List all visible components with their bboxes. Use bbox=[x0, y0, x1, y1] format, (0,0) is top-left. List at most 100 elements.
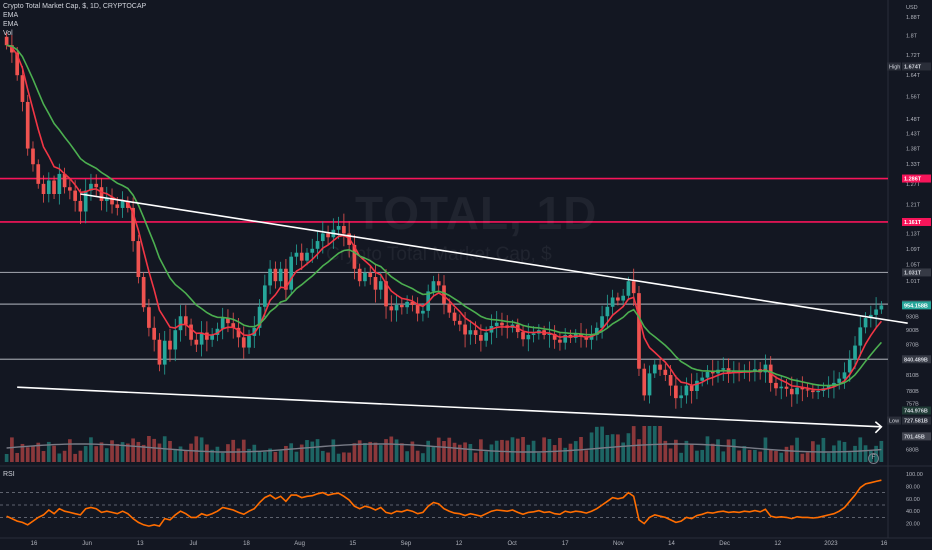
volume-bar bbox=[152, 438, 157, 462]
volume-bar bbox=[573, 441, 578, 462]
rsi-tick-label: 20.00 bbox=[906, 522, 920, 528]
price-marker-value: 701.45B bbox=[904, 434, 925, 440]
volume-bar bbox=[62, 450, 67, 462]
candle-body bbox=[594, 327, 599, 335]
volume-bar bbox=[4, 454, 9, 462]
candle-body bbox=[500, 322, 504, 326]
candle-body bbox=[415, 304, 420, 314]
candle-body bbox=[94, 183, 99, 188]
candle-body bbox=[547, 333, 552, 335]
candle-body bbox=[10, 45, 14, 53]
legend-title[interactable]: Crypto Total Market Cap, $, 1D, CRYPTOCA… bbox=[3, 3, 147, 10]
candle-body bbox=[463, 324, 467, 335]
volume-bar bbox=[389, 436, 394, 462]
candle-body bbox=[262, 285, 267, 307]
volume-bar bbox=[605, 434, 610, 462]
candle-body bbox=[789, 388, 794, 395]
volume-bar bbox=[157, 443, 162, 462]
volume-bar bbox=[205, 444, 209, 462]
volume-bar bbox=[210, 449, 214, 462]
volume-bar bbox=[384, 439, 388, 462]
volume-bar bbox=[821, 437, 826, 462]
volume-bar bbox=[879, 440, 884, 462]
candle-body bbox=[110, 197, 114, 205]
legend-volume[interactable]: Vol bbox=[3, 30, 13, 37]
candle-body bbox=[31, 148, 35, 165]
price-tick-label: 900B bbox=[906, 328, 919, 334]
price-marker-value: 1.161T bbox=[904, 220, 922, 226]
candle-body bbox=[284, 268, 288, 290]
candle-body bbox=[194, 339, 199, 345]
candle-body bbox=[152, 327, 157, 340]
price-marker-tag bbox=[887, 416, 901, 425]
volume-bar bbox=[41, 451, 46, 462]
time-axis-label: Sep bbox=[401, 541, 412, 547]
volume-bar bbox=[568, 443, 573, 462]
candle-body bbox=[805, 389, 810, 391]
time-axis-label: 15 bbox=[349, 541, 356, 547]
candle-body bbox=[705, 371, 710, 378]
volume-bar bbox=[426, 440, 431, 462]
time-axis-label: Nov bbox=[613, 541, 624, 547]
candle-body bbox=[642, 368, 647, 396]
candle-body bbox=[62, 173, 67, 188]
price-tick-label: 1.64T bbox=[906, 73, 921, 79]
candle-body bbox=[689, 385, 694, 392]
volume-bar bbox=[858, 437, 863, 462]
volume-bar bbox=[442, 440, 446, 462]
legend-ema-slow[interactable]: EMA bbox=[3, 21, 19, 28]
candle-body bbox=[289, 256, 294, 290]
time-axis-label: 16 bbox=[31, 541, 38, 547]
volume-bar bbox=[552, 445, 557, 462]
candle-body bbox=[315, 241, 320, 249]
volume-bar bbox=[373, 442, 378, 462]
volume-bar bbox=[547, 438, 552, 462]
volume-bar bbox=[526, 444, 531, 462]
candle-body bbox=[868, 314, 873, 319]
volume-bar bbox=[247, 448, 251, 462]
price-marker-name: Low bbox=[889, 419, 899, 425]
candle-body bbox=[600, 316, 604, 328]
candle-body bbox=[494, 322, 499, 326]
scale-format-button[interactable]: F bbox=[868, 453, 879, 464]
volume-bar bbox=[795, 437, 799, 462]
volume-bar bbox=[310, 441, 315, 462]
candle-body bbox=[99, 187, 104, 201]
volume-bar bbox=[716, 439, 720, 462]
legend-rsi[interactable]: RSI bbox=[3, 471, 15, 478]
candle-body bbox=[294, 252, 299, 257]
time-axis-label: 14 bbox=[668, 541, 675, 547]
volume-bar bbox=[52, 445, 56, 462]
time-axis-label: Aug bbox=[294, 541, 305, 547]
candle-body bbox=[268, 268, 272, 286]
time-axis-label: 16 bbox=[881, 541, 888, 547]
candle-body bbox=[484, 332, 488, 341]
candle-body bbox=[710, 371, 715, 374]
candle-body bbox=[157, 339, 162, 365]
price-tick-label: 1.01T bbox=[906, 279, 921, 285]
volume-bar bbox=[231, 439, 236, 462]
candle-body bbox=[816, 391, 820, 393]
volume-bar bbox=[284, 445, 288, 462]
legend-ema-fast[interactable]: EMA bbox=[3, 12, 19, 19]
volume-bar bbox=[252, 444, 257, 462]
volume-bar bbox=[147, 436, 151, 462]
candle-body bbox=[241, 337, 246, 348]
volume-bar bbox=[10, 437, 14, 462]
time-axis-label: Dec bbox=[719, 541, 730, 547]
rsi-tick-label: 100.00 bbox=[906, 472, 923, 478]
candle-body bbox=[521, 332, 525, 340]
volume-bar bbox=[684, 440, 689, 462]
volume-bar bbox=[125, 443, 130, 462]
time-axis-label: 18 bbox=[243, 541, 250, 547]
volume-bar bbox=[89, 437, 93, 462]
price-tick-label: 1.8T bbox=[906, 34, 918, 40]
candle-body bbox=[479, 334, 483, 341]
candle-body bbox=[526, 334, 531, 340]
candle-body bbox=[468, 330, 473, 335]
price-marker-box bbox=[902, 217, 931, 226]
price-marker-box bbox=[902, 62, 931, 71]
candle-body bbox=[342, 226, 346, 234]
volume-bar bbox=[631, 426, 636, 462]
